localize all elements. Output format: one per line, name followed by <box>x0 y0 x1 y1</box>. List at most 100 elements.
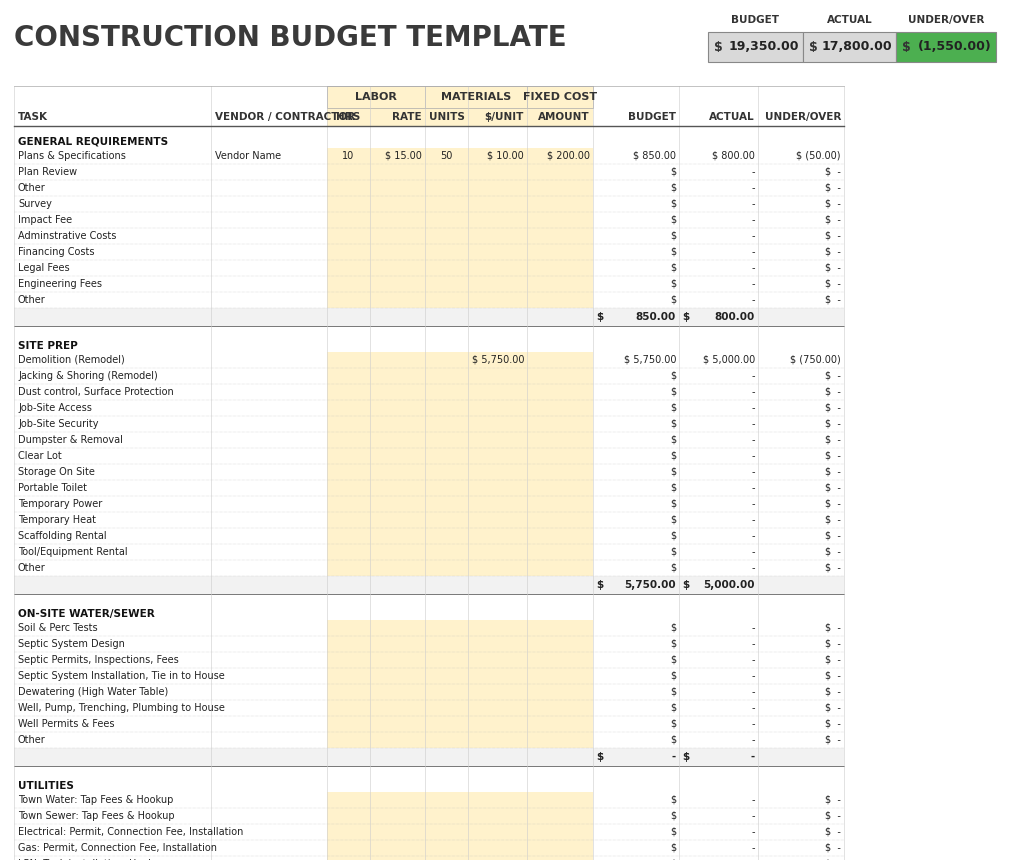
Text: Clear Lot: Clear Lot <box>18 451 62 461</box>
Text: $: $ <box>670 703 676 713</box>
Text: Demolition (Remodel): Demolition (Remodel) <box>18 355 125 365</box>
Text: Vendor Name: Vendor Name <box>215 151 281 161</box>
Bar <box>14 856 844 860</box>
Text: $  -: $ - <box>825 371 841 381</box>
Text: $  -: $ - <box>825 719 841 729</box>
Text: $: $ <box>670 859 676 860</box>
Bar <box>327 228 593 244</box>
Text: 5,000.00: 5,000.00 <box>704 580 755 590</box>
Text: Legal Fees: Legal Fees <box>18 263 70 273</box>
Text: $: $ <box>596 580 603 590</box>
Bar <box>327 684 593 700</box>
Text: $  -: $ - <box>825 811 841 821</box>
Text: $: $ <box>670 827 676 837</box>
Text: LPN: Tank installation, Hookup: LPN: Tank installation, Hookup <box>18 859 166 860</box>
Text: -: - <box>751 687 755 697</box>
Text: LABOR: LABOR <box>356 92 397 102</box>
Bar <box>14 368 844 384</box>
Text: Well, Pump, Trenching, Plumbing to House: Well, Pump, Trenching, Plumbing to House <box>18 703 225 713</box>
Bar <box>327 700 593 716</box>
Bar <box>14 352 844 368</box>
Text: $ 5,750.00: $ 5,750.00 <box>623 355 676 365</box>
Text: AMOUNT: AMOUNT <box>538 112 590 122</box>
Bar <box>14 512 844 528</box>
Bar <box>327 636 593 652</box>
Text: $: $ <box>670 419 676 429</box>
Text: UTILITIES: UTILITIES <box>18 781 74 790</box>
Text: $: $ <box>670 499 676 509</box>
Text: Other: Other <box>18 295 45 305</box>
Text: -: - <box>751 419 755 429</box>
Text: $  -: $ - <box>825 563 841 573</box>
Text: -: - <box>751 547 755 557</box>
Bar <box>327 164 593 180</box>
Text: $: $ <box>670 671 676 681</box>
Text: VENDOR / CONTRACTOR: VENDOR / CONTRACTOR <box>215 112 356 122</box>
Text: $  -: $ - <box>825 247 841 257</box>
Text: Septic Permits, Inspections, Fees: Septic Permits, Inspections, Fees <box>18 655 179 665</box>
Text: $: $ <box>670 483 676 493</box>
Bar <box>14 716 844 732</box>
Text: $  -: $ - <box>825 451 841 461</box>
Text: -: - <box>751 371 755 381</box>
Text: UNDER/OVER: UNDER/OVER <box>908 15 984 25</box>
Bar <box>14 148 844 164</box>
Text: -: - <box>751 279 755 289</box>
Text: 5,750.00: 5,750.00 <box>624 580 676 590</box>
Text: $  -: $ - <box>825 279 841 289</box>
Bar <box>14 544 844 560</box>
Bar <box>327 716 593 732</box>
Text: $: $ <box>670 215 676 225</box>
Bar <box>327 544 593 560</box>
Text: Portable Toilet: Portable Toilet <box>18 483 87 493</box>
Text: $: $ <box>670 387 676 397</box>
Text: $  -: $ - <box>825 231 841 241</box>
Text: -: - <box>751 639 755 649</box>
Text: $: $ <box>670 371 676 381</box>
Bar <box>327 352 593 368</box>
Text: ACTUAL: ACTUAL <box>709 112 755 122</box>
Text: Town Water: Tap Fees & Hookup: Town Water: Tap Fees & Hookup <box>18 795 174 805</box>
Bar <box>327 400 593 416</box>
Bar <box>14 620 844 636</box>
Text: 10: 10 <box>342 151 355 161</box>
Text: $: $ <box>670 515 676 525</box>
Text: -: - <box>751 655 755 665</box>
Text: FIXED COST: FIXED COST <box>523 92 597 102</box>
Bar <box>327 512 593 528</box>
Text: Septic System Installation, Tie in to House: Septic System Installation, Tie in to Ho… <box>18 671 225 681</box>
Text: -: - <box>751 719 755 729</box>
Bar <box>327 260 593 276</box>
Text: 17,800.00: 17,800.00 <box>821 40 892 53</box>
Text: Dumpster & Removal: Dumpster & Removal <box>18 435 123 445</box>
Text: MATERIALS: MATERIALS <box>441 92 511 102</box>
Bar <box>327 416 593 432</box>
Text: -: - <box>751 199 755 209</box>
Bar <box>14 292 844 308</box>
Text: 19,350.00: 19,350.00 <box>728 40 799 53</box>
Text: $: $ <box>670 231 676 241</box>
Text: $  -: $ - <box>825 623 841 633</box>
Bar <box>327 792 593 808</box>
Bar <box>327 732 593 748</box>
Text: $  -: $ - <box>825 215 841 225</box>
Text: $  -: $ - <box>825 387 841 397</box>
Text: HRS: HRS <box>336 112 361 122</box>
Text: Job-Site Access: Job-Site Access <box>18 403 92 413</box>
Bar <box>896 32 996 62</box>
Text: Electrical: Permit, Connection Fee, Installation: Electrical: Permit, Connection Fee, Inst… <box>18 827 243 837</box>
Text: Plans & Specifications: Plans & Specifications <box>18 151 126 161</box>
Bar <box>14 636 844 652</box>
Text: $: $ <box>670 435 676 445</box>
Bar <box>327 652 593 668</box>
Text: $  -: $ - <box>825 843 841 853</box>
Text: $: $ <box>670 279 676 289</box>
Text: -: - <box>751 451 755 461</box>
Text: $  -: $ - <box>825 703 841 713</box>
Bar <box>327 86 593 108</box>
Bar <box>14 840 844 856</box>
Text: $: $ <box>682 752 689 762</box>
Text: $: $ <box>670 623 676 633</box>
Bar <box>14 400 844 416</box>
Text: Temporary Heat: Temporary Heat <box>18 515 96 525</box>
